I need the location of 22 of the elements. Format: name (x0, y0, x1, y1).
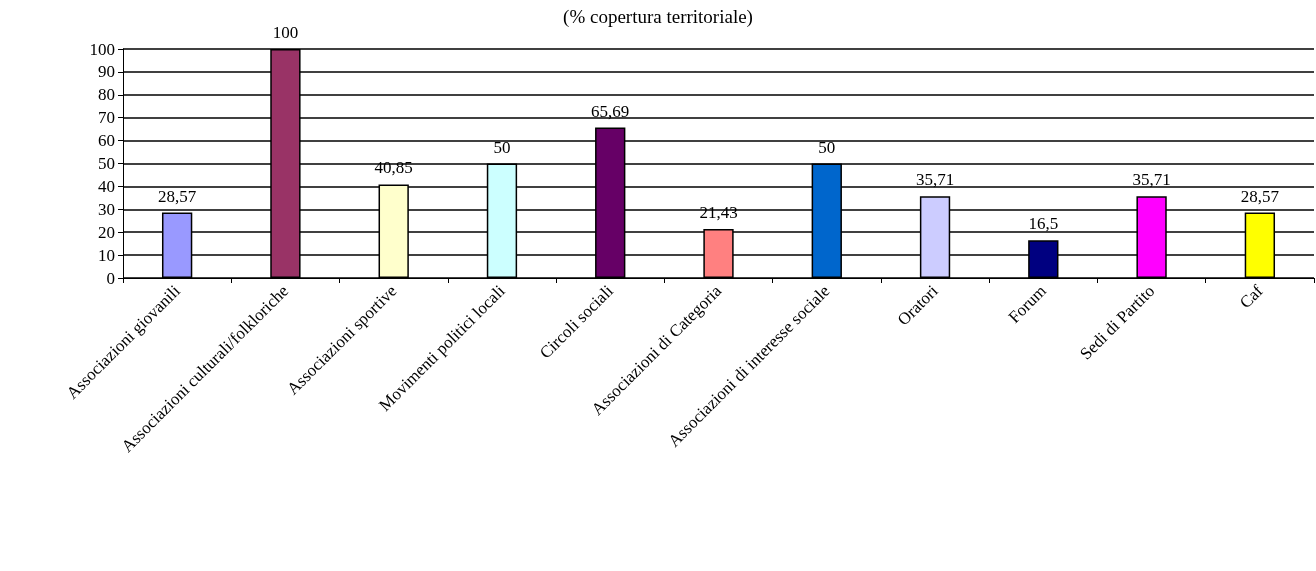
y-tick-label: 10 (98, 245, 115, 265)
data-label: 28,57 (1240, 186, 1280, 206)
y-tick-label: 80 (98, 85, 115, 105)
data-label: 50 (493, 137, 511, 157)
y-tick-label: 40 (98, 176, 115, 196)
y-tick-label: 70 (98, 108, 115, 128)
data-label: 16,5 (1028, 214, 1059, 234)
y-tick-label: 90 (98, 62, 115, 82)
x-tick-label: Caf (1235, 281, 1267, 313)
y-tick-label: 100 (89, 39, 115, 59)
data-label: 100 (272, 23, 299, 42)
data-label: 50 (818, 137, 836, 157)
data-label: 28,57 (158, 186, 197, 206)
data-label: 35,71 (915, 170, 955, 190)
y-tick-label: 50 (98, 154, 115, 173)
y-tick-label: 20 (98, 222, 115, 242)
y-tick-label: 30 (98, 199, 115, 219)
chart-title: (% copertura territoriale) (563, 6, 753, 28)
y-tick-label: 60 (98, 131, 115, 151)
data-label: 65,69 (591, 101, 630, 121)
y-tick-label: 0 (106, 268, 115, 288)
data-label: 35,71 (1132, 170, 1171, 190)
